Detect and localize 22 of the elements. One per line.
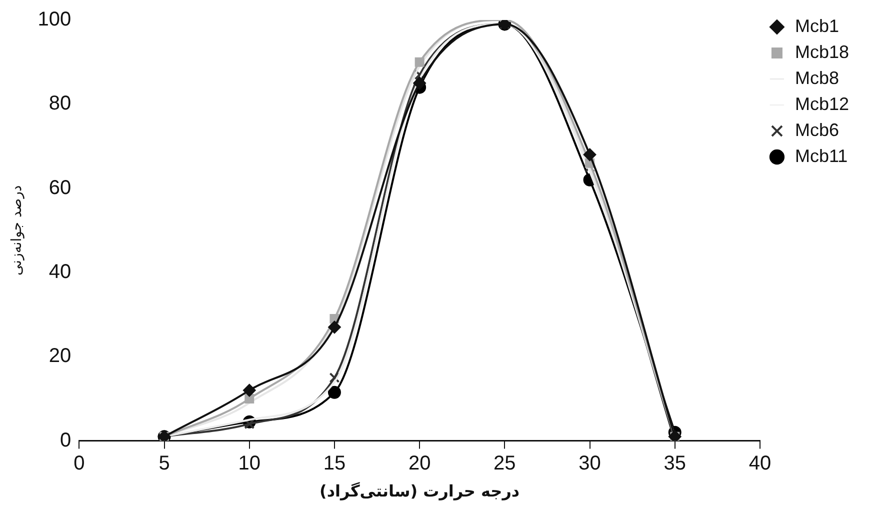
y-tick-label: 60 — [48, 176, 72, 199]
legend-label: Mcb6 — [794, 120, 839, 140]
x-tick-label: 20 — [408, 452, 431, 474]
legend-label: Mcb18 — [794, 42, 850, 62]
legend-label: Mcb1 — [794, 16, 839, 36]
x-tick-label: 15 — [323, 452, 346, 474]
legend-label: Mcb12 — [794, 94, 850, 114]
y-tick-label: 20 — [48, 345, 72, 368]
y-tick-label: 0 — [60, 429, 72, 452]
y-tick-label: 80 — [48, 92, 72, 115]
legend-label: Mcb11 — [794, 146, 848, 166]
y-tick-label: 40 — [48, 260, 72, 283]
y-tick-label: 100 — [38, 8, 72, 31]
x-tick-label: 40 — [748, 452, 772, 474]
x-tick-label: 25 — [494, 452, 516, 474]
x-axis-title: درجه حرارت (سانتی‌گراد) — [320, 482, 520, 501]
y-axis-title: درصد جوانه‌زنی — [9, 185, 26, 276]
x-tick-label: 30 — [578, 452, 601, 474]
x-tick-label: 5 — [158, 452, 170, 474]
x-tick-label: 10 — [238, 452, 260, 474]
x-tick-label: 35 — [664, 452, 686, 474]
legend-label: Mcb8 — [794, 68, 839, 88]
